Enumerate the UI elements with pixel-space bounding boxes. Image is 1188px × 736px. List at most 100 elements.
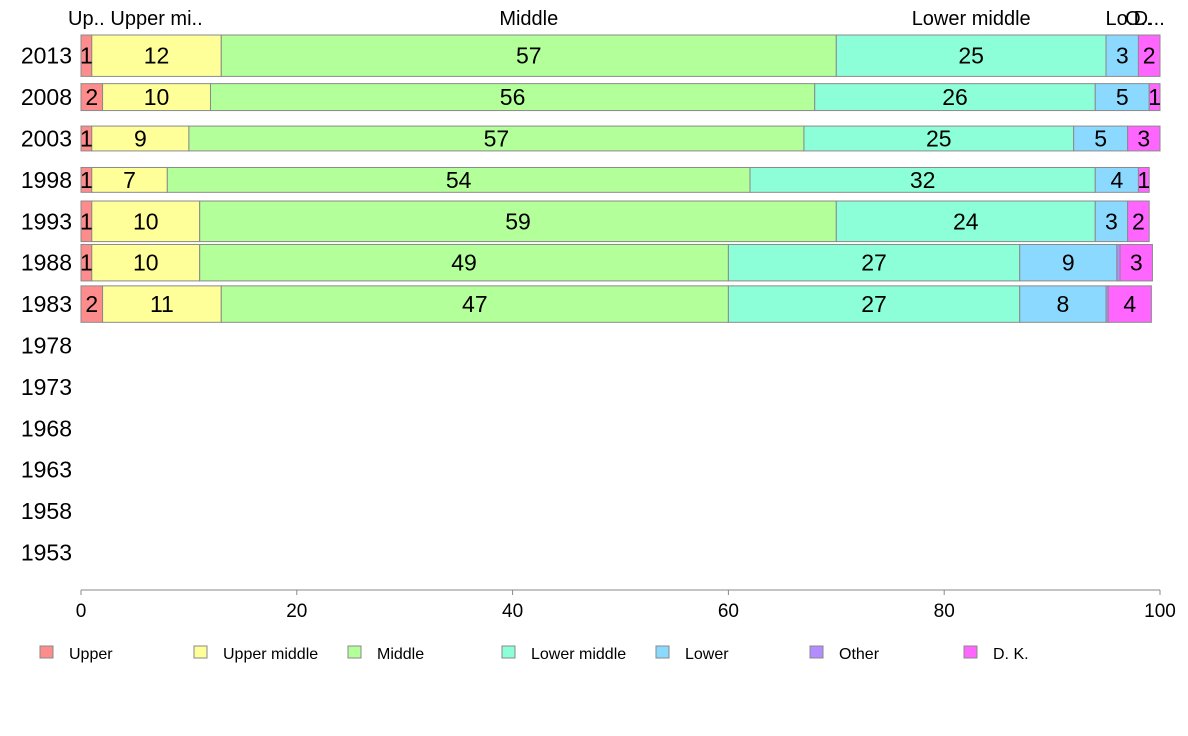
data-label: 56 <box>500 84 526 110</box>
data-label: 47 <box>462 291 488 317</box>
legend-swatch <box>501 645 516 659</box>
top-series-label: Middle <box>499 8 558 30</box>
x-axis: 0 20 40 60 80 100 <box>76 589 1176 622</box>
legend-label: Lower middle <box>531 646 626 663</box>
bar-segment <box>1127 200 1150 243</box>
legend-swatch <box>347 645 362 659</box>
bar-segment <box>749 166 1096 193</box>
legend: Upper Upper middle Middle Lower middle Lower… <box>39 645 1029 663</box>
bar-segment <box>727 285 1021 323</box>
y-tick-label: 1953 <box>21 540 72 566</box>
bar-segment <box>199 200 837 243</box>
y-tick-label: 2003 <box>21 126 72 152</box>
legend-label: Middle <box>377 646 424 663</box>
y-tick-label: 1968 <box>21 415 72 441</box>
top-labels-layer: Up.. Upper mi.. Middle Lower middle Lo..O..D… <box>68 8 1165 30</box>
y-tick-label: 1978 <box>21 333 72 359</box>
data-label: 5 <box>1116 84 1129 110</box>
data-label: 10 <box>144 84 170 110</box>
legend-label: Upper middle <box>223 646 318 663</box>
data-label: 2 <box>1143 43 1156 69</box>
data-label: 1 <box>80 43 93 69</box>
data-label: 3 <box>1116 43 1129 69</box>
x-tick-label: 20 <box>286 601 307 622</box>
legend-label: Upper <box>69 646 113 663</box>
data-label: 7 <box>123 167 136 193</box>
data-label: 3 <box>1105 208 1118 234</box>
y-tick-label: 1993 <box>21 208 72 234</box>
y-axis: 2013 2008 2003 1998 1993 1988 1983 1978 1973 1968… <box>21 43 72 566</box>
bar-segment <box>814 83 1096 112</box>
legend-label: Lower <box>685 646 729 663</box>
legend-label: D. K. <box>993 646 1029 663</box>
data-label: 4 <box>1110 167 1123 193</box>
data-label: 26 <box>942 84 968 110</box>
x-tick-label: 100 <box>1144 601 1176 622</box>
bar-segment <box>1019 285 1107 323</box>
y-tick-label: 1963 <box>21 457 72 483</box>
data-label: 59 <box>505 208 531 234</box>
data-label: 57 <box>516 43 542 69</box>
data-label: 11 <box>150 291 174 317</box>
data-label: 1 <box>80 250 93 276</box>
data-label: 25 <box>926 126 952 152</box>
data-label: 9 <box>134 126 147 152</box>
legend-swatch <box>963 645 978 659</box>
data-label: 27 <box>861 250 887 276</box>
data-label: 32 <box>910 167 936 193</box>
data-label: 54 <box>446 167 472 193</box>
y-tick-label: 1973 <box>21 374 72 400</box>
data-label: 8 <box>1056 291 1069 317</box>
bar-segment <box>727 243 1021 282</box>
data-label: 1 <box>1148 84 1161 110</box>
data-label: 1 <box>80 167 93 193</box>
bar-segment <box>1073 125 1129 152</box>
bar-segment <box>91 200 201 243</box>
y-tick-label: 1988 <box>21 250 72 276</box>
data-label: 1 <box>80 208 93 234</box>
data-label: 10 <box>133 208 159 234</box>
bar-segment <box>835 200 1096 243</box>
bar-segment <box>188 125 805 152</box>
legend-swatch <box>655 645 670 659</box>
data-label: 10 <box>133 250 159 276</box>
data-label: 9 <box>1062 250 1075 276</box>
data-label: 49 <box>451 250 477 276</box>
bar-segment <box>102 83 211 112</box>
legend-swatch <box>809 645 824 659</box>
bar-segment <box>1094 166 1139 193</box>
bar-segment <box>1107 285 1152 323</box>
legend-swatch <box>39 645 54 659</box>
bar-segment <box>220 34 837 77</box>
data-label: 4 <box>1123 291 1136 317</box>
data-label: 2 <box>1132 208 1145 234</box>
top-series-label: O.. <box>1125 8 1152 30</box>
x-tick-label: 40 <box>502 601 523 622</box>
data-label: 12 <box>144 43 170 69</box>
y-tick-label: 1983 <box>21 291 72 317</box>
bar-segment <box>209 83 816 112</box>
bar-segment <box>91 125 190 152</box>
data-label: 1 <box>1137 167 1150 193</box>
bar-segment <box>1094 200 1129 243</box>
legend-label: Other <box>839 646 880 663</box>
data-label: 1 <box>80 126 93 152</box>
bar-segment <box>1137 166 1150 193</box>
bar-segment <box>1019 243 1118 282</box>
top-series-label: Upper mi.. <box>110 8 202 30</box>
top-series-label: Lower middle <box>912 8 1031 30</box>
data-label: 3 <box>1137 126 1150 152</box>
bars-layer <box>80 34 1161 323</box>
data-label: 25 <box>958 43 984 69</box>
y-tick-label: 2008 <box>21 84 72 110</box>
bar-segment <box>91 243 201 282</box>
top-series-label: Up.. <box>68 8 105 30</box>
bar-segment <box>1119 243 1153 282</box>
bar-segment <box>1127 125 1161 152</box>
bar-segment <box>1094 83 1150 112</box>
bar-segment <box>1137 34 1161 77</box>
y-tick-label: 2013 <box>21 43 72 69</box>
segment-labels-layer: 1 12 57 25 3 22 10 56 26 5 11 9 57 25 5 31 7 54 32 4 11 10 59 2… <box>80 43 1161 317</box>
y-tick-label: 1958 <box>21 498 72 524</box>
data-label: 27 <box>861 291 887 317</box>
